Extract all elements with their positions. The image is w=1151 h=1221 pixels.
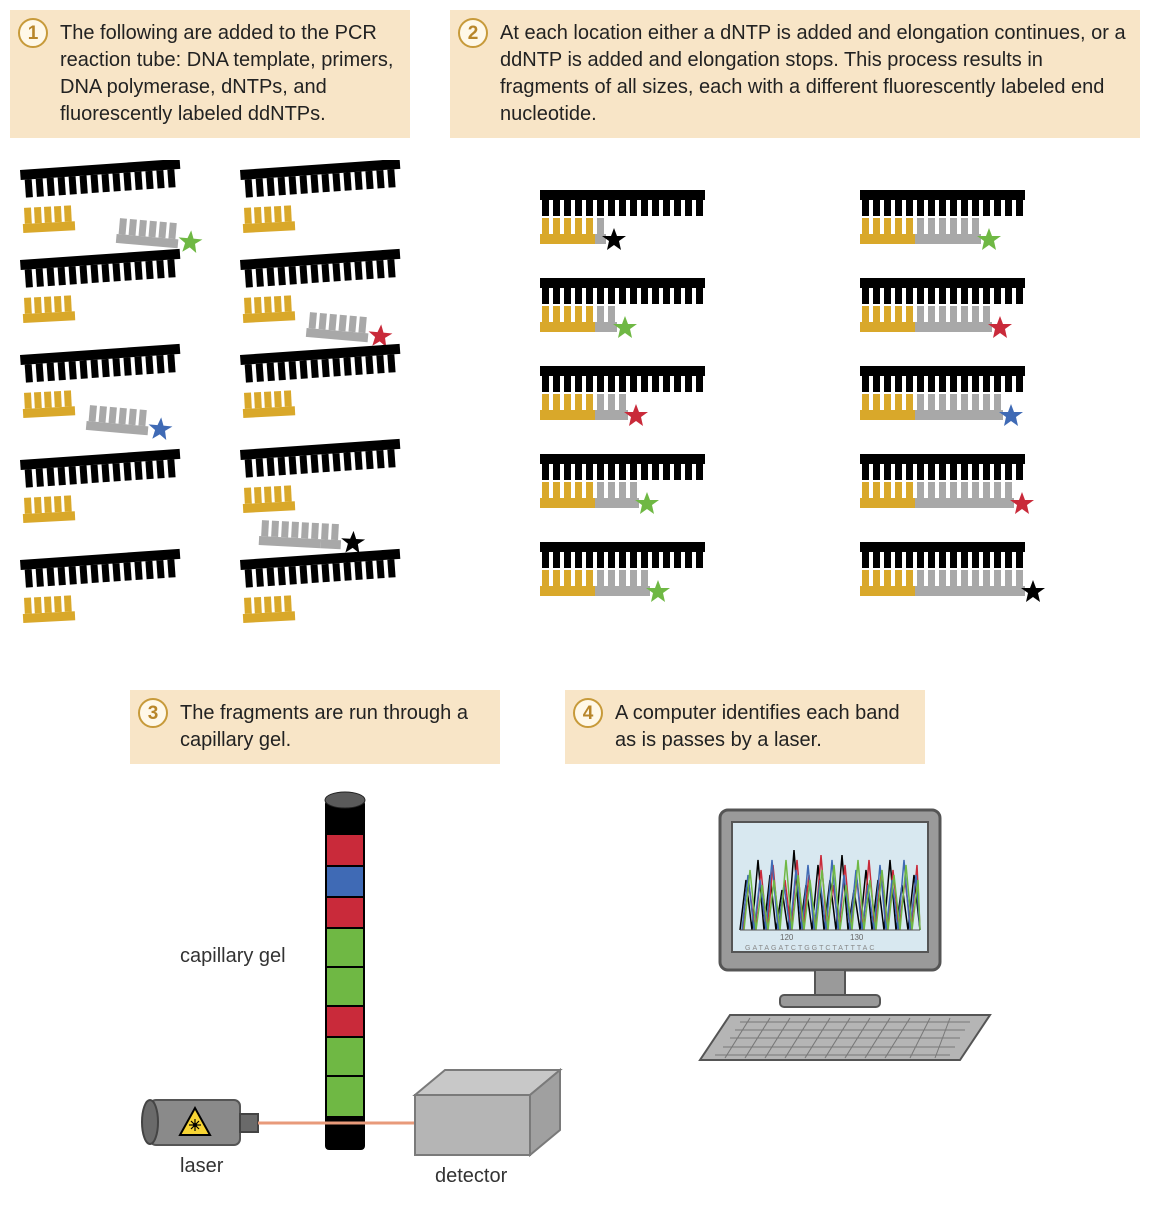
detector-icon	[415, 1070, 560, 1155]
panel-reaction-components	[10, 160, 440, 660]
fragment-row	[540, 454, 705, 514]
computer-icon: 120 130 GATAGATCTGGTCTATTTAC	[650, 800, 1010, 1100]
fragment-row	[540, 366, 705, 426]
laser-icon	[142, 1100, 258, 1145]
capillary-gel-label: capillary gel	[180, 945, 286, 968]
capillary-tube-icon	[325, 792, 365, 1150]
fragment-row	[540, 190, 705, 250]
xtick-130: 130	[850, 933, 864, 942]
panel-capillary-gel: capillary gel laser detector	[100, 780, 570, 1210]
panel-elongation-fragments	[490, 180, 1140, 640]
fragment-row	[860, 542, 1045, 602]
xtick-120: 120	[780, 933, 794, 942]
step-number-1: 1	[18, 18, 48, 48]
fragment-row	[860, 366, 1025, 426]
fragment-row	[540, 278, 705, 338]
step-box-1: 1 The following are added to the PCR rea…	[10, 10, 410, 138]
fragment-row	[860, 454, 1034, 514]
step-text-3: The fragments are run through a capillar…	[180, 702, 468, 751]
reaction-svg	[10, 160, 440, 660]
fragment-row	[540, 542, 705, 602]
fragment-row	[860, 190, 1025, 250]
step-text-1: The following are added to the PCR react…	[60, 22, 393, 125]
step-box-4: 4 A computer identifies each band as is …	[565, 690, 925, 764]
capillary-svg	[100, 780, 570, 1210]
laser-label: laser	[180, 1155, 223, 1178]
step-box-3: 3 The fragments are run through a capill…	[130, 690, 500, 764]
fragments-svg	[490, 180, 1140, 640]
step-number-4: 4	[573, 698, 603, 728]
fragment-row	[860, 278, 1025, 338]
panel-computer: 120 130 GATAGATCTGGTCTATTTAC	[650, 800, 1010, 1100]
step-number-3: 3	[138, 698, 168, 728]
step-box-2: 2 At each location either a dNTP is adde…	[450, 10, 1140, 138]
detector-label: detector	[435, 1165, 507, 1188]
step-number-2: 2	[458, 18, 488, 48]
step-text-4: A computer identifies each band as is pa…	[615, 702, 900, 751]
step-text-2: At each location either a dNTP is added …	[500, 22, 1126, 125]
sequence-text: GATAGATCTGGTCTATTTAC	[745, 945, 876, 952]
